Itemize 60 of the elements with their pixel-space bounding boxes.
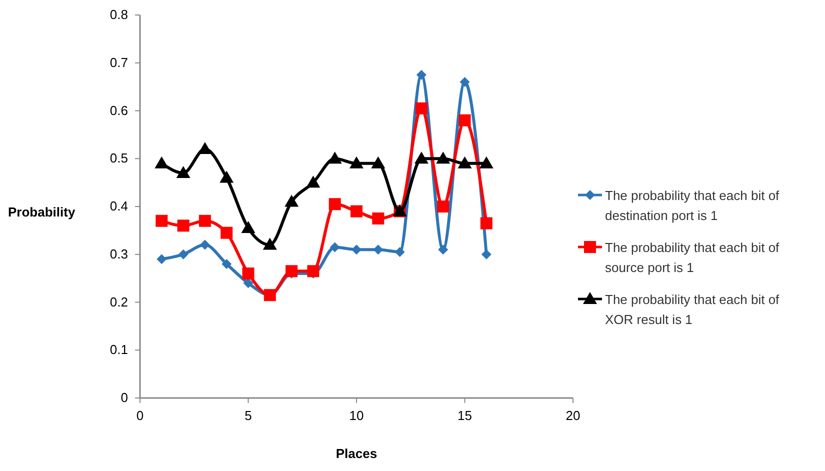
point bbox=[458, 156, 472, 168]
point bbox=[415, 102, 428, 114]
point bbox=[460, 77, 470, 88]
point bbox=[436, 152, 450, 164]
point bbox=[241, 221, 256, 234]
point bbox=[352, 244, 362, 255]
point bbox=[330, 242, 340, 252]
point bbox=[156, 214, 168, 227]
point bbox=[178, 249, 188, 260]
legend-label: The probability that each bit of source port is 1 bbox=[605, 240, 780, 275]
point bbox=[154, 156, 169, 168]
point bbox=[243, 278, 254, 288]
y-tick-label: 0.8 bbox=[110, 7, 128, 22]
y-tick-label: 0.6 bbox=[110, 102, 128, 118]
point bbox=[307, 265, 320, 278]
point bbox=[284, 194, 299, 207]
y-axis-title: Probability bbox=[8, 204, 76, 220]
x-axis-title: Places bbox=[336, 446, 378, 461]
x-tick-label: 15 bbox=[458, 408, 472, 423]
point bbox=[286, 265, 298, 278]
x-tick-label: 10 bbox=[349, 408, 364, 423]
point bbox=[262, 238, 277, 250]
point bbox=[177, 220, 190, 232]
y-tick-label: 0 bbox=[120, 390, 128, 405]
point bbox=[306, 176, 320, 188]
point bbox=[479, 156, 494, 168]
y-tick-label: 0.3 bbox=[110, 246, 128, 262]
y-tick-label: 0.1 bbox=[110, 342, 128, 358]
point bbox=[242, 268, 254, 280]
y-tick-label: 0.2 bbox=[110, 294, 128, 310]
point bbox=[438, 244, 448, 255]
point bbox=[156, 254, 167, 264]
point bbox=[394, 246, 405, 257]
point bbox=[371, 156, 386, 168]
y-tick-label: 0.7 bbox=[110, 54, 128, 70]
point bbox=[416, 70, 426, 80]
x-tick-label: 5 bbox=[244, 408, 252, 423]
y-tick-label: 0.5 bbox=[110, 150, 128, 166]
point bbox=[458, 114, 471, 126]
point bbox=[350, 156, 364, 168]
point bbox=[372, 212, 384, 224]
y-tick-label: 0.4 bbox=[110, 198, 128, 214]
point bbox=[200, 240, 210, 250]
point bbox=[350, 205, 362, 218]
x-tick-label: 20 bbox=[566, 408, 580, 423]
point bbox=[222, 258, 232, 269]
point bbox=[437, 200, 450, 212]
point bbox=[414, 152, 428, 164]
point bbox=[328, 198, 341, 210]
point bbox=[176, 166, 190, 178]
point bbox=[198, 214, 211, 227]
point bbox=[481, 249, 492, 260]
point bbox=[328, 152, 342, 164]
point bbox=[220, 170, 234, 183]
point bbox=[373, 244, 384, 255]
legend-label: The probability that each bit of XOR result is 1 bbox=[605, 292, 780, 327]
point bbox=[480, 217, 492, 230]
legend-label: The probability that each bit of destination port is 1 bbox=[605, 188, 780, 223]
point bbox=[220, 226, 233, 239]
x-tick-label: 0 bbox=[136, 408, 144, 423]
